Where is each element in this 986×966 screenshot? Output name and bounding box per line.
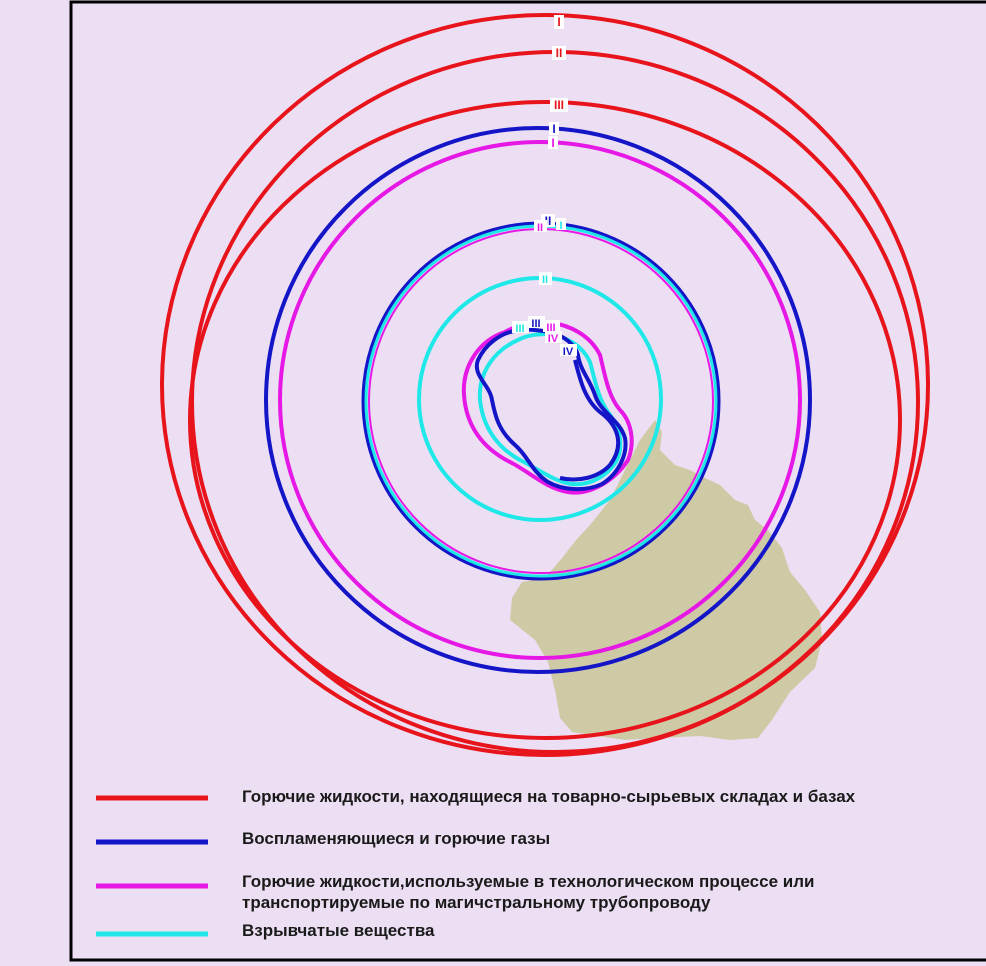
cyan-zone-2-label: II [542,274,548,286]
red-zone-2-label: II [556,46,563,60]
cyan-zone-3-label: III [515,323,524,335]
legend-label-flammable-gases: Воспламеняющиеся и горючие газы [242,829,551,848]
red-zone-3-label: III [554,98,564,112]
legend-label-explosives: Взрывчатые вещества [242,921,435,940]
blue-zone-1-label: I [552,122,555,136]
blue-zone-4-label: IV [563,346,574,358]
blue-zone-1-ring [264,126,812,674]
magenta-zone-4-label: IV [548,333,559,345]
red-zone-1-ring [160,13,930,757]
magenta-zone-3-label: III [546,322,555,334]
legend-label-flammable-liquids-storage: Горючие жидкости, находящиеся на товарно… [242,787,856,806]
magenta-zone-1-ring [278,140,802,660]
blue-zone-2-label: II [545,214,552,228]
magenta-zone-3-outline [461,319,634,495]
red-zone-1-label: I [557,15,560,29]
blue-zone-4-line [559,359,621,482]
red-zone-3-ring [188,100,902,740]
cyan-zone-1-label: I [559,220,562,232]
legend-label-flammable-liquids-process: Горючие жидкости,используемые в технолог… [242,872,815,912]
magenta-zone-2-label: II [537,222,543,234]
magenta-zone-1-label: I [551,136,554,150]
blue-zone-3-label: III [531,318,540,330]
map-frame [69,0,986,962]
land-area [510,420,822,740]
